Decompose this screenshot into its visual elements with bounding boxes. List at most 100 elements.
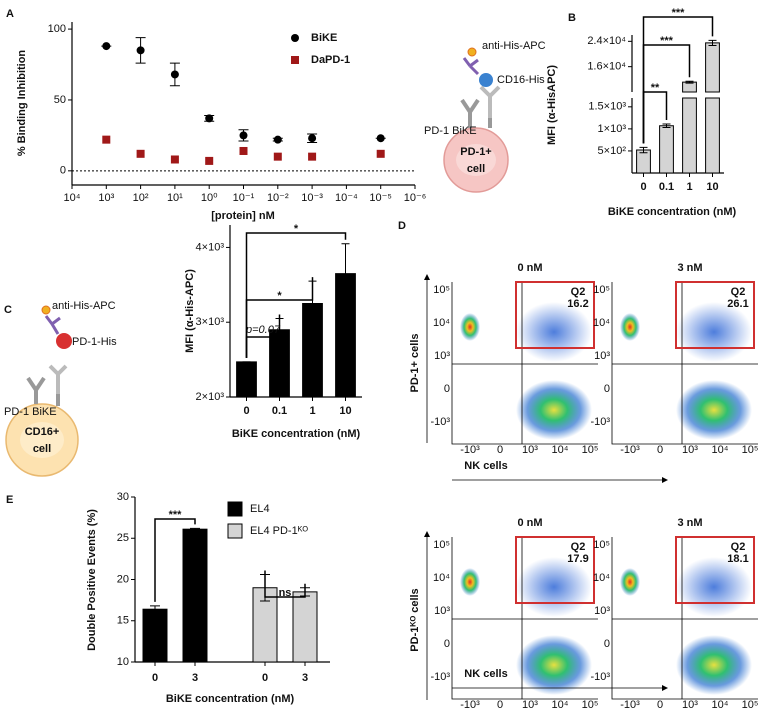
error-bar <box>639 146 648 154</box>
panel-label: B <box>568 12 576 24</box>
y-axis-title: MFI (α-His-APC) <box>184 269 196 353</box>
plot-title: 3 nM <box>677 517 702 529</box>
error-bar <box>150 605 160 613</box>
x-tick-label: 10⁴ <box>552 699 569 709</box>
point <box>308 134 317 143</box>
legend-marker <box>291 56 299 64</box>
nucleus <box>20 422 64 458</box>
x-tick-label: 3 <box>302 672 308 684</box>
bike <box>26 376 60 406</box>
y-tick-label: 20 <box>117 573 129 585</box>
y-axis-title: PD-1+ cells <box>409 333 421 392</box>
point <box>239 131 248 140</box>
y-tick-label: 0 <box>604 638 610 650</box>
y-tick-label: 10⁵ <box>433 539 450 551</box>
point <box>170 155 179 164</box>
antibody <box>462 57 480 76</box>
legend-label: EL4 PD-1ᴷᴼ <box>250 525 308 537</box>
x-tick-label: 10 <box>339 405 351 417</box>
gate-label: Q2 <box>731 286 746 298</box>
y-tick-label: 3×10³ <box>196 316 225 328</box>
x-tick-label: 10⁻² <box>267 192 289 204</box>
q2-value: 16.2 <box>567 298 588 310</box>
y-tick-label: 15 <box>117 615 129 627</box>
y-tick-label: 10³ <box>594 350 610 362</box>
x-tick-label: 10⁻⁶ <box>404 192 427 204</box>
x-tick-label: 10³ <box>682 699 698 709</box>
population <box>516 302 592 362</box>
bar <box>302 303 323 398</box>
cell-label: cell <box>33 443 51 455</box>
x-tick-label: 10⁵ <box>582 444 599 456</box>
x-tick-label: 1 <box>686 181 692 193</box>
diagram-label: anti-His-APC <box>52 300 116 312</box>
error-bar <box>708 39 717 46</box>
diagram-label: PD-1 BiKE <box>424 125 477 137</box>
population <box>676 302 752 362</box>
x-tick-label: 10 <box>706 181 718 193</box>
x-tick-label: 0 <box>262 672 268 684</box>
x-tick-label: 0 <box>657 699 663 709</box>
y-tick-label: 100 <box>48 23 66 35</box>
significance-label: ns <box>279 587 292 599</box>
y-tick-label: 10⁴ <box>593 317 610 329</box>
x-tick-label: 10⁰ <box>201 192 218 204</box>
x-axis-title: NK cells <box>464 668 507 680</box>
x-tick-label: 10⁴ <box>712 699 729 709</box>
y-tick-label: -10³ <box>590 416 610 428</box>
pd1 <box>56 333 72 349</box>
population <box>460 568 480 596</box>
x-tick-label: 0 <box>243 405 249 417</box>
apc <box>41 305 51 315</box>
diagram-label: anti-His-APC <box>482 40 546 52</box>
bike-arm <box>48 364 68 394</box>
point <box>273 152 282 161</box>
x-tick-label: 10⁻¹ <box>233 192 255 204</box>
y-axis-title: Double Positive Events (%) <box>86 509 98 651</box>
point <box>239 146 248 155</box>
panel-label: D <box>398 220 406 232</box>
population <box>620 313 640 341</box>
y-tick-label: 30 <box>117 491 129 503</box>
x-tick-label: 10³ <box>522 699 538 709</box>
significance-label: *** <box>169 509 183 521</box>
significance-label: * <box>294 223 299 235</box>
diagram-label: CD16-His <box>497 74 545 86</box>
error-bar <box>662 123 671 129</box>
diagram-label: PD-1-His <box>72 336 117 348</box>
plot-axes <box>611 282 758 445</box>
x-tick-label: 0 <box>497 699 503 709</box>
y-tick-label: 10⁴ <box>433 317 450 329</box>
x-tick-label: 10¹ <box>167 192 183 204</box>
bar <box>682 81 697 174</box>
x-tick-label: 10⁵ <box>742 444 759 456</box>
y-tick-label: 10³ <box>434 350 450 362</box>
y-tick-label: 10³ <box>594 605 610 617</box>
q2-value: 26.1 <box>727 298 748 310</box>
y-tick-label: 1×10³ <box>598 123 627 135</box>
panel-label: E <box>6 494 13 506</box>
y-tick-label: 5×10² <box>598 145 627 157</box>
point <box>136 149 145 158</box>
x-axis-title: [protein] nM <box>211 210 275 222</box>
gate-label: Q2 <box>571 286 586 298</box>
legend-label: BiKE <box>311 32 337 44</box>
diagram-label: PD-1 BiKE <box>4 406 57 418</box>
cd16 <box>479 73 493 87</box>
x-tick-label: -10³ <box>620 444 640 456</box>
x-tick-label: 10⁻⁵ <box>369 192 392 204</box>
bar <box>705 42 720 174</box>
x-tick-label: 0 <box>657 444 663 456</box>
population <box>460 313 480 341</box>
y-tick-label: 10³ <box>434 605 450 617</box>
y-tick-label: 0 <box>444 383 450 395</box>
x-tick-label: 0 <box>640 181 646 193</box>
q2-gate <box>675 536 755 604</box>
plot-axes <box>611 537 758 700</box>
bar <box>335 273 356 398</box>
y-tick-label: 50 <box>54 94 66 106</box>
plot-title: 0 nM <box>517 517 542 529</box>
antibody <box>44 315 61 335</box>
q2-value: 18.1 <box>727 553 748 565</box>
y-tick-label: 1.5×10³ <box>588 101 626 113</box>
